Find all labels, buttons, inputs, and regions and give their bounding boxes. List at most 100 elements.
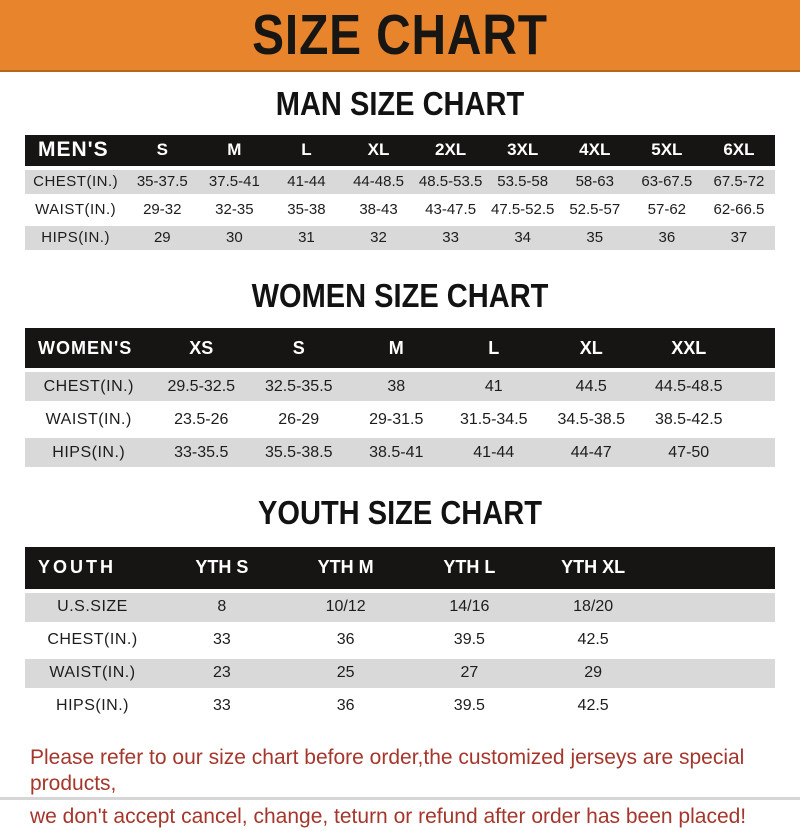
- banner: SIZE CHART: [0, 0, 800, 72]
- spacer-cell: [737, 372, 775, 402]
- size-column-header: YTH XL: [531, 546, 655, 589]
- spacer-cell: [655, 546, 775, 589]
- youth-size-section: YOUTH SIZE CHART YOUTH YTH S YTH M YTH L YTH…: [0, 496, 800, 725]
- size-value-cell: 36: [283, 691, 408, 721]
- size-value-cell: 35-38: [270, 197, 343, 222]
- size-column-header: L: [445, 328, 543, 369]
- row-label: U.S.SIZE: [25, 592, 160, 622]
- size-column-header: 5XL: [630, 134, 703, 166]
- man-section-title: MAN SIZE CHART: [275, 85, 525, 122]
- size-value-cell: 47-50: [640, 438, 738, 468]
- row-label: HIPS(IN.): [25, 438, 153, 468]
- size-value-cell: 8: [160, 592, 284, 622]
- row-label: WAIST(IN.): [25, 658, 160, 688]
- size-value-cell: 62-66.5: [702, 197, 775, 222]
- size-column-header: YTH M: [283, 546, 408, 589]
- size-column-header: XL: [342, 134, 415, 166]
- row-label: CHEST(IN.): [25, 169, 127, 194]
- size-value-cell: 43-47.5: [414, 197, 487, 222]
- table-corner-label: WOMEN'S: [25, 328, 153, 369]
- table-row: U.S.SIZE 8 10/12 14/16 18/20: [25, 592, 775, 622]
- size-column-header: XXL: [640, 328, 738, 369]
- size-value-cell: 35-37.5: [126, 169, 199, 194]
- size-value-cell: 31: [270, 225, 343, 250]
- size-column-header: M: [198, 134, 271, 166]
- women-size-table: WOMEN'S XS S M L XL XXL CHEST(IN.) 29.5-32.5 32.5…: [25, 324, 775, 471]
- size-value-cell: 41: [445, 372, 543, 402]
- row-label: HIPS(IN.): [25, 225, 127, 250]
- size-value-cell: 31.5-34.5: [445, 405, 543, 435]
- table-row: HIPS(IN.) 29 30 31 32 33 34 35 36 37: [25, 225, 775, 250]
- size-value-cell: 63-67.5: [630, 169, 703, 194]
- size-value-cell: 29.5-32.5: [152, 372, 250, 402]
- size-value-cell: 23.5-26: [152, 405, 250, 435]
- size-value-cell: 37.5-41: [198, 169, 271, 194]
- size-value-cell: 36: [283, 625, 408, 655]
- size-value-cell: 25: [283, 658, 408, 688]
- size-column-header: S: [126, 134, 199, 166]
- size-value-cell: 67.5-72: [702, 169, 775, 194]
- size-column-header: S: [250, 328, 348, 369]
- table-row: CHEST(IN.) 35-37.5 37.5-41 41-44 44-48.5 48.5…: [25, 169, 775, 194]
- size-value-cell: 39.5: [407, 691, 532, 721]
- size-value-cell: 42.5: [531, 625, 655, 655]
- size-value-cell: 32.5-35.5: [250, 372, 348, 402]
- size-value-cell: 38-43: [342, 197, 415, 222]
- size-value-cell: 33: [160, 691, 284, 721]
- table-header-row: MEN'S S M L XL 2XL 3XL 4XL 5XL 6XL: [25, 134, 775, 166]
- size-value-cell: 23: [160, 658, 284, 688]
- size-value-cell: 35: [558, 225, 631, 250]
- table-row: WAIST(IN.) 23 25 27 29: [25, 658, 775, 688]
- size-value-cell: 35.5-38.5: [250, 438, 348, 468]
- table-row: WAIST(IN.) 29-32 32-35 35-38 38-43 43-47.5 47.…: [25, 197, 775, 222]
- footer-notice: Please refer to our size chart before or…: [30, 745, 770, 831]
- size-value-cell: 33: [414, 225, 487, 250]
- size-value-cell: 44.5: [542, 372, 640, 402]
- size-column-header: 2XL: [414, 134, 487, 166]
- size-value-cell: 44-47: [542, 438, 640, 468]
- spacer-cell: [737, 405, 775, 435]
- table-row: CHEST(IN.) 33 36 39.5 42.5: [25, 625, 775, 655]
- table-row: WAIST(IN.) 23.5-26 26-29 29-31.5 31.5-34.5 34…: [25, 405, 775, 435]
- size-value-cell: 29-32: [126, 197, 199, 222]
- youth-size-table: YOUTH YTH S YTH M YTH L YTH XL U.S.SIZE 8 10/12…: [25, 543, 775, 725]
- size-column-header: YTH L: [407, 546, 532, 589]
- row-label: WAIST(IN.): [25, 197, 127, 222]
- size-value-cell: 38.5-42.5: [640, 405, 738, 435]
- size-value-cell: 29: [126, 225, 199, 250]
- size-column-header: L: [270, 134, 343, 166]
- size-value-cell: 42.5: [531, 691, 655, 721]
- size-value-cell: 39.5: [407, 625, 532, 655]
- size-value-cell: 36: [630, 225, 703, 250]
- table-header-row: YOUTH YTH S YTH M YTH L YTH XL: [25, 546, 775, 589]
- women-section-title: WOMEN SIZE CHART: [251, 276, 549, 314]
- banner-title: SIZE CHART: [252, 2, 548, 67]
- size-value-cell: 41-44: [270, 169, 343, 194]
- spacer-cell: [655, 658, 775, 688]
- size-value-cell: 26-29: [250, 405, 348, 435]
- size-value-cell: 37: [702, 225, 775, 250]
- size-value-cell: 33-35.5: [152, 438, 250, 468]
- row-label: WAIST(IN.): [25, 405, 153, 435]
- women-size-section: WOMEN SIZE CHART WOMEN'S XS S M L XL XXL CHEST(…: [0, 276, 800, 472]
- spacer-cell: [737, 438, 775, 468]
- man-size-table: MEN'S S M L XL 2XL 3XL 4XL 5XL 6XL CHEST(IN.) 35-37…: [25, 131, 775, 254]
- size-value-cell: 30: [198, 225, 271, 250]
- table-corner-label: YOUTH: [25, 546, 160, 589]
- notice-line-1: Please refer to our size chart before or…: [30, 745, 745, 796]
- size-column-header: XS: [152, 328, 250, 369]
- size-value-cell: 34: [486, 225, 559, 250]
- size-value-cell: 18/20: [531, 592, 655, 622]
- table-corner-label: MEN'S: [25, 134, 127, 166]
- row-label: CHEST(IN.): [25, 625, 160, 655]
- size-column-header: XL: [542, 328, 640, 369]
- size-value-cell: 10/12: [283, 592, 408, 622]
- spacer-cell: [655, 625, 775, 655]
- youth-section-title: YOUTH SIZE CHART: [258, 494, 542, 532]
- size-value-cell: 29: [531, 658, 655, 688]
- size-value-cell: 14/16: [407, 592, 532, 622]
- size-value-cell: 57-62: [630, 197, 703, 222]
- size-value-cell: 58-63: [558, 169, 631, 194]
- size-value-cell: 53.5-58: [486, 169, 559, 194]
